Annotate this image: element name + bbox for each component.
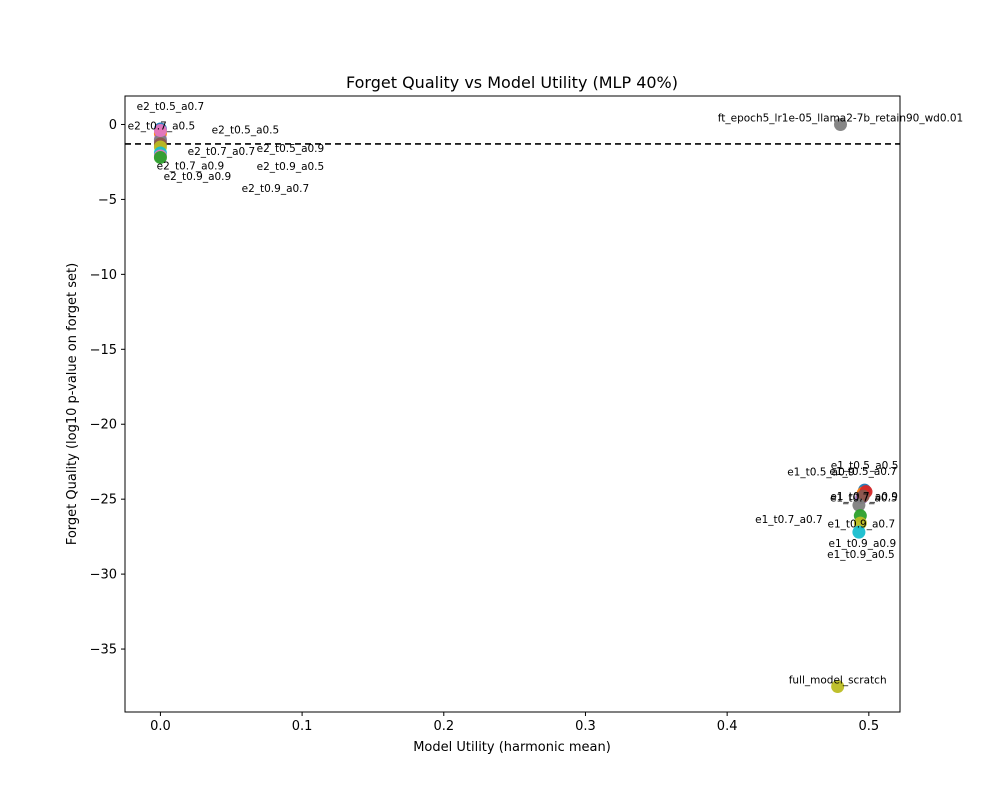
y-tick-label: −30 — [90, 568, 117, 583]
plot-frame — [124, 95, 901, 713]
x-axis-ticks: 0.0 0.1 0.2 0.3 0.4 0.5 — [150, 712, 879, 734]
data-point-labels: e2_t0.5_a0.7 e2_t0.7_a0.5 e2_t0.5_a0.5 e2_t… — [128, 101, 964, 687]
data-point — [833, 117, 847, 131]
point-label: e2_t0.7_a0.5 — [128, 120, 196, 132]
point-label: e1_t0.7_a0.9 — [830, 491, 898, 503]
point-label: e2_t0.5_a0.9 — [257, 143, 325, 155]
data-point — [852, 525, 866, 539]
y-tick-label: −25 — [90, 493, 117, 508]
y-tick-label: −10 — [90, 268, 117, 283]
x-tick-label: 0.5 — [858, 719, 879, 734]
point-label: e2_t0.7_a0.7 — [188, 146, 256, 158]
point-label: e1_t0.5_a0.9 — [787, 467, 855, 479]
y-tick-label: −15 — [90, 343, 117, 358]
y-tick-label: −20 — [90, 418, 117, 433]
point-label: e1_t0.5_a0.5 — [831, 460, 899, 472]
x-tick-label: 0.3 — [575, 719, 596, 734]
point-label: e1_t0.7_a0.5 — [830, 493, 898, 505]
point-label: e1_t0.7_a0.7 — [755, 514, 823, 526]
point-label: e2_t0.7_a0.9 — [157, 160, 225, 172]
x-tick-label: 0.2 — [433, 719, 454, 734]
point-label: e1_t0.5_a0.7 — [829, 466, 897, 478]
data-point — [153, 150, 167, 164]
point-label: e1_t0.9_a0.7 — [828, 519, 896, 531]
y-tick-label: −35 — [90, 643, 117, 658]
point-label: e1_t0.9_a0.5 — [827, 549, 895, 561]
point-label: e2_t0.9_a0.9 — [164, 171, 232, 183]
y-tick-label: −5 — [98, 193, 117, 208]
point-label: e2_t0.5_a0.5 — [212, 124, 280, 136]
point-label: e2_t0.9_a0.7 — [242, 183, 310, 195]
point-label: e2_t0.5_a0.7 — [137, 101, 205, 113]
data-point — [831, 680, 845, 694]
point-label: full_model_scratch — [789, 675, 887, 687]
data-point — [852, 498, 866, 512]
data-point — [153, 123, 167, 137]
y-tick-label: 0 — [109, 118, 117, 133]
y-axis-ticks: 0 −5 −10 −15 −20 −25 −30 −35 — [90, 118, 125, 658]
point-label: e1_t0.9_a0.9 — [829, 538, 897, 550]
y-axis-title: Forget Quality (log10 p-value on forget … — [65, 263, 80, 545]
x-axis-title: Model Utility (harmonic mean) — [413, 740, 611, 755]
chart-title: Forget Quality vs Model Utility (MLP 40%… — [346, 73, 678, 92]
x-tick-label: 0.0 — [150, 719, 171, 734]
x-tick-label: 0.1 — [292, 719, 313, 734]
x-tick-label: 0.4 — [717, 719, 738, 734]
data-points — [153, 117, 873, 694]
point-label: e2_t0.9_a0.5 — [257, 161, 325, 173]
point-label: ft_epoch5_lr1e-05_llama2-7b_retain90_wd0… — [718, 112, 963, 124]
